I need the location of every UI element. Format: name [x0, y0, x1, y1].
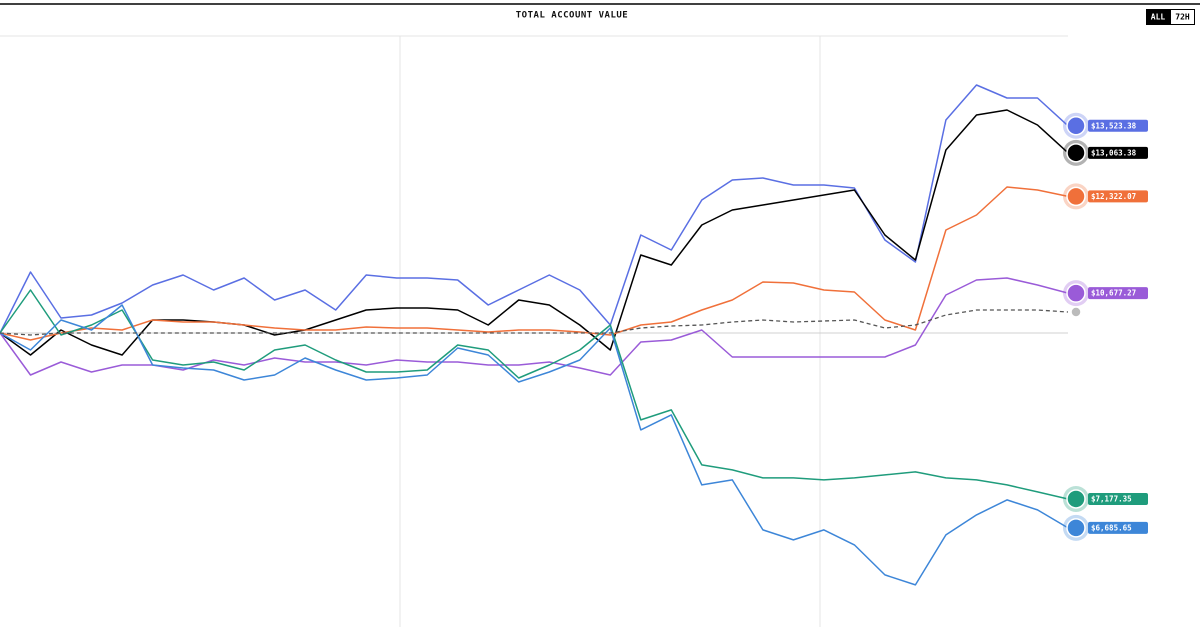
end-marker	[1066, 116, 1086, 136]
end-label: $10,677.27	[1091, 289, 1136, 298]
end-marker	[1066, 143, 1086, 163]
end-label: $6,685.65	[1091, 523, 1132, 532]
button-all[interactable]	[1146, 9, 1170, 25]
button-72h[interactable]	[1170, 9, 1195, 25]
end-marker	[1066, 283, 1086, 303]
series-line	[0, 289, 1069, 500]
end-label: $13,063.38	[1091, 148, 1137, 157]
end-label: $13,523.38	[1091, 121, 1137, 130]
end-label: $7,177.35	[1091, 494, 1132, 503]
button-all-label[interactable]: ALL	[1151, 13, 1166, 22]
end-marker	[1066, 518, 1086, 538]
end-label-box	[1088, 146, 1148, 159]
series-line	[0, 186, 1069, 341]
end-marker	[1070, 306, 1082, 318]
series-line	[0, 84, 1069, 334]
chart-title: TOTAL ACCOUNT VALUE	[516, 11, 628, 21]
series-line	[0, 304, 1069, 586]
end-label-box	[1088, 521, 1148, 534]
button-72h-label[interactable]: 72H	[1175, 13, 1190, 22]
end-label-box	[1088, 119, 1148, 132]
series-line	[0, 109, 1069, 356]
end-marker	[1066, 489, 1086, 509]
end-label-box	[1088, 190, 1148, 203]
series-line	[0, 309, 1069, 336]
end-label-box	[1088, 287, 1148, 300]
end-label-box	[1088, 492, 1148, 505]
series-line	[0, 277, 1069, 376]
end-marker	[1066, 186, 1086, 207]
end-label: $12,322.07	[1091, 192, 1136, 201]
